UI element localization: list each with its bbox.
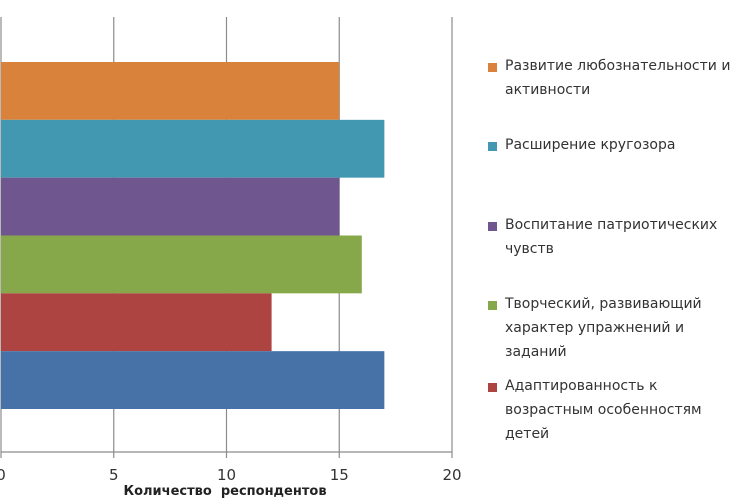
- bar: [1, 235, 362, 294]
- bar: [1, 177, 340, 236]
- x-axis-title: Количество респондентов: [123, 484, 326, 499]
- legend-swatch: [488, 142, 497, 151]
- bar: [1, 293, 272, 352]
- legend-label: Адаптированность к возрастным особенност…: [505, 378, 702, 442]
- legend-label: Развитие любознательности и активности: [505, 58, 731, 98]
- legend-item: Развитие любознательности и активности: [488, 58, 754, 102]
- legend-item: Адаптированность к возрастным особенност…: [488, 378, 735, 446]
- bar: [1, 119, 385, 178]
- x-tick-label: 10: [217, 466, 236, 484]
- x-tick-label: 15: [330, 466, 349, 484]
- x-tick-label: 0: [0, 466, 6, 484]
- legend-swatch: [488, 222, 497, 231]
- x-tick-labels: 0 5 10 15 20: [0, 466, 462, 484]
- legend-label: Расширение кругозора: [505, 137, 676, 153]
- legend-label: Воспитание патриотических чувств: [505, 217, 718, 257]
- legend-swatch: [488, 301, 497, 310]
- x-tick-label: 20: [442, 466, 461, 484]
- bar: [1, 62, 340, 120]
- legend-swatch: [488, 63, 497, 72]
- legend-swatch: [488, 383, 497, 392]
- legend-label: Творческий, развивающий характер упражне…: [505, 296, 702, 360]
- x-tick-label: 5: [109, 466, 119, 484]
- legend-item: Творческий, развивающий характер упражне…: [488, 296, 735, 364]
- legend-item: Расширение кругозора: [488, 137, 754, 157]
- bars: [1, 62, 385, 409]
- bar: [1, 351, 385, 409]
- legend-item: Воспитание патриотических чувств: [488, 217, 745, 261]
